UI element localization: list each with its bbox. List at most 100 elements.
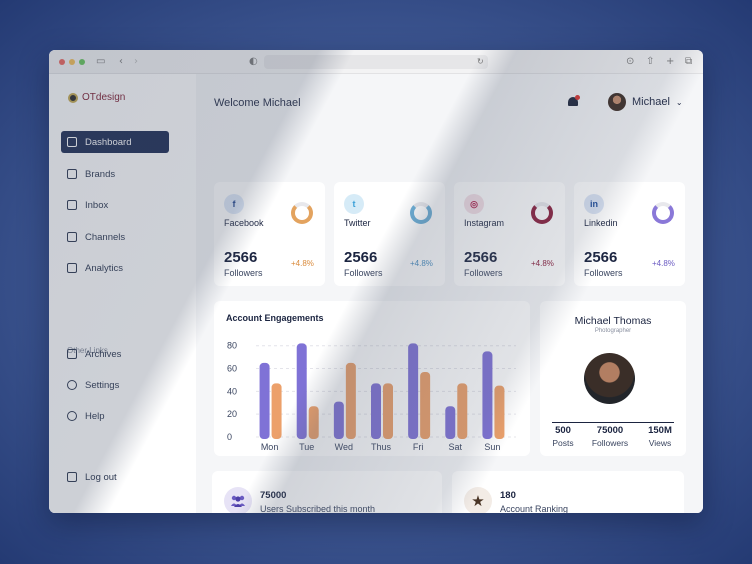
bar-thus-series-1[interactable] (371, 383, 381, 439)
sidebar-item-label: Inbox (85, 199, 109, 211)
main-content: Welcome Michael Michael ⌄ f Facebook 256… (196, 74, 703, 513)
sidebar-toggle-icon[interactable]: ▭ (96, 56, 106, 67)
logout-label: Log out (85, 471, 117, 483)
page-title: Welcome Michael (214, 97, 301, 109)
x-tick-label: Sun (484, 442, 500, 452)
sidebar-item-brands[interactable]: Brands (61, 163, 169, 185)
logo-mark-icon (68, 92, 78, 103)
sidebar-item-dashboard[interactable]: Dashboard (61, 131, 169, 153)
browser-toolbar: ▭ ‹ › ◐ ↻ ⊙ ⇧ + ⧉ (49, 50, 703, 74)
y-tick-label: 0 (227, 432, 232, 442)
y-tick-label: 40 (227, 386, 237, 396)
growth-delta: +4.8% (291, 259, 314, 268)
follower-label: Followers (584, 268, 623, 278)
social-card-facebook[interactable]: f Facebook 2566 Followers +4.8% (214, 182, 325, 286)
x-tick-label: Wed (335, 442, 353, 452)
sidebar-item-archives[interactable]: Archives (61, 343, 169, 365)
new-tab-icon[interactable]: + (666, 56, 675, 67)
linkedin-donut (652, 202, 674, 224)
social-name: Facebook (224, 218, 264, 228)
bar-mon-series-1[interactable] (259, 362, 270, 439)
follower-label: Followers (344, 268, 383, 278)
follower-count: 2566 (464, 249, 498, 266)
sidebar-item-label: Dashboard (85, 136, 132, 148)
bar-fri-series-1[interactable] (408, 343, 419, 439)
follower-count: 2566 (344, 249, 378, 266)
social-card-linkedin[interactable]: in Linkedin 2566 Followers +4.8% (574, 182, 685, 286)
stat-posts: 500 Posts (548, 425, 578, 448)
logout-icon (67, 472, 77, 482)
instagram-donut (531, 202, 553, 224)
bar-sun-series-1[interactable] (482, 351, 493, 439)
follower-count: 2566 (224, 249, 258, 266)
logout-button[interactable]: Log out (61, 466, 169, 488)
maximize-window-button[interactable] (79, 59, 85, 65)
follower-label: Followers (464, 268, 503, 278)
twitter-icon: t (344, 194, 364, 214)
privacy-shield-icon[interactable]: ◐ (249, 56, 258, 67)
stat-value: 150M (648, 425, 672, 436)
sidebar-item-help[interactable]: Help (61, 405, 169, 427)
bar-mon-series-2[interactable] (271, 383, 282, 439)
social-name: Instagram (464, 218, 505, 228)
back-icon[interactable]: ‹ (119, 56, 123, 67)
reload-icon[interactable]: ↻ (477, 57, 484, 66)
share-icon[interactable]: ⇧ (646, 56, 655, 67)
profile-divider (552, 422, 674, 423)
other-links-heading: Other Links (67, 346, 108, 355)
minimize-window-button[interactable] (69, 59, 75, 65)
sidebar-item-channels[interactable]: Channels (61, 226, 169, 248)
browser-window: ▭ ‹ › ◐ ↻ ⊙ ⇧ + ⧉ OTdesign Dashboard Bra… (49, 50, 703, 513)
stat-followers: 75000 Followers (588, 425, 632, 448)
y-tick-label: 20 (227, 409, 237, 419)
profile-card: Michael Thomas Photographer 500 Posts 75… (540, 301, 686, 456)
bar-thus-series-2[interactable] (383, 383, 393, 439)
bar-sun-series-2[interactable] (494, 385, 505, 439)
sidebar: OTdesign Dashboard Brands Inbox Channels… (49, 74, 196, 513)
sidebar-item-settings[interactable]: Settings (61, 374, 169, 396)
bell-icon (568, 97, 578, 106)
profile-role: Photographer (594, 328, 632, 334)
tabs-overview-icon[interactable]: ⧉ (685, 56, 693, 67)
ranking-value: 180 (500, 490, 516, 501)
bar-fri-series-2[interactable] (420, 371, 431, 439)
bar-sat-series-2[interactable] (457, 383, 468, 439)
users-icon (224, 487, 252, 513)
sidebar-item-label: Archives (85, 348, 122, 360)
x-tick-label: Sat (449, 442, 463, 452)
bar-wed-series-2[interactable] (345, 362, 356, 439)
ranking-label: Account Ranking (500, 504, 569, 513)
download-icon[interactable]: ⊙ (626, 56, 635, 67)
x-tick-label: Tue (299, 442, 314, 452)
facebook-icon: f (224, 194, 244, 214)
social-card-twitter[interactable]: t Twitter 2566 Followers +4.8% (334, 182, 445, 286)
subscribers-card: 75000 Users Subscribed this month (212, 471, 442, 513)
subscribers-label: Users Subscribed this month (260, 504, 376, 513)
growth-delta: +4.8% (531, 259, 554, 268)
social-name: Twitter (344, 218, 371, 228)
gear-icon (67, 380, 77, 390)
bar-sat-series-1[interactable] (445, 406, 456, 439)
follower-count: 2566 (584, 249, 618, 266)
close-window-button[interactable] (59, 59, 65, 65)
sidebar-item-inbox[interactable]: Inbox (61, 194, 169, 216)
avatar (608, 93, 626, 111)
bar-wed-series-1[interactable] (333, 401, 344, 439)
linkedin-icon: in (584, 194, 604, 214)
star-icon: ★ (464, 487, 492, 513)
forward-icon[interactable]: › (134, 56, 138, 67)
sidebar-item-analytics[interactable]: Analytics (61, 257, 169, 279)
user-menu[interactable]: Michael ⌄ (608, 93, 683, 111)
notifications-button[interactable] (566, 95, 580, 109)
x-tick-label: Fri (413, 442, 424, 452)
stat-value: 500 (555, 425, 571, 436)
tag-icon (67, 169, 77, 179)
subscribers-value: 75000 (260, 490, 287, 501)
brand-logo[interactable]: OTdesign (68, 92, 125, 103)
bar-tue-series-1[interactable] (296, 343, 307, 439)
social-card-instagram[interactable]: ◎ Instagram 2566 Followers +4.8% (454, 182, 565, 286)
stat-value: 75000 (596, 425, 624, 436)
address-bar[interactable] (264, 55, 488, 69)
bar-tue-series-2[interactable] (308, 406, 319, 439)
profile-avatar[interactable] (584, 353, 635, 404)
